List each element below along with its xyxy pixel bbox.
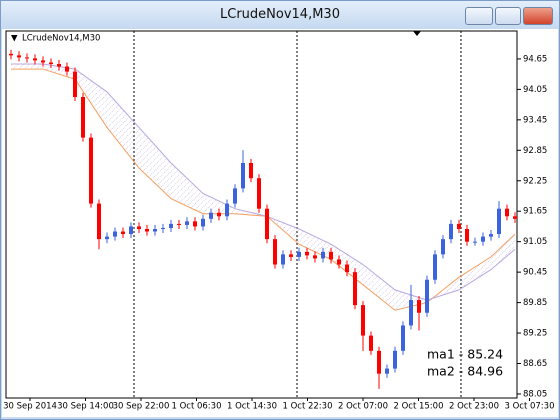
candle-body — [409, 300, 413, 326]
candle-body — [449, 223, 453, 240]
close-button[interactable] — [523, 7, 553, 25]
legend-label: ma1 - 85.24 — [427, 347, 503, 362]
candle-body — [481, 236, 485, 242]
candle-body — [145, 228, 149, 232]
candle-body — [49, 62, 53, 64]
minimize-button[interactable] — [465, 7, 493, 25]
candle-body — [201, 218, 205, 227]
x-tick-label: 3 Oct 07:30 — [504, 402, 554, 412]
candle-body — [105, 236, 109, 240]
candle-body — [497, 208, 501, 235]
candle-body — [121, 231, 125, 235]
candle-body — [225, 203, 229, 217]
candle-body — [369, 335, 373, 351]
x-tick-label: 1 Oct 22:30 — [282, 402, 332, 412]
candle-body — [57, 63, 61, 67]
candle-body — [401, 325, 405, 351]
candle-body — [265, 208, 269, 240]
y-tick-label: 90.45 — [523, 268, 547, 278]
candle-body — [281, 254, 285, 265]
candle-body — [209, 212, 213, 219]
candle-body — [353, 272, 357, 306]
candle-body — [489, 234, 493, 237]
legend-label: ma2 - 84.96 — [427, 364, 503, 379]
candle-body — [185, 221, 189, 225]
candle-body — [153, 228, 157, 232]
candle-body — [377, 350, 381, 374]
candle-body — [433, 254, 437, 280]
window-title: LCrudeNov14,M30 — [220, 7, 340, 22]
y-tick-label: 92.85 — [523, 146, 547, 156]
candle-body — [417, 300, 421, 313]
chart-label: LCrudeNov14,M30 — [22, 34, 100, 44]
candle-body — [241, 162, 245, 189]
candle-body — [193, 221, 197, 227]
candle-body — [169, 223, 173, 228]
y-tick-label: 94.05 — [523, 85, 547, 95]
y-tick-label: 89.85 — [523, 298, 547, 308]
maximize-button[interactable] — [495, 7, 521, 25]
candle-body — [9, 53, 13, 56]
candle-body — [137, 226, 141, 229]
candle-body — [25, 57, 29, 59]
candle-body — [297, 251, 301, 257]
y-tick-label: 88.65 — [523, 359, 547, 369]
x-tick-label: 2 Oct 07:00 — [338, 402, 388, 412]
y-tick-label: 89.25 — [523, 329, 547, 339]
candle-body — [385, 368, 389, 374]
chart: ▼ LCrudeNov14,M30 94.65 94.05 93.45 92.85 92… — [2, 29, 558, 417]
x-tick-label: 1 Oct 06:30 — [171, 402, 221, 412]
shift-marker — [413, 31, 421, 36]
candle-body — [345, 264, 349, 273]
candle-body — [513, 216, 517, 219]
candle-body — [41, 60, 45, 63]
x-tick-label: 1 Oct 14:30 — [227, 402, 277, 412]
candle-body — [473, 241, 477, 243]
candle-body — [233, 188, 237, 204]
title-bar: LCrudeNov14,M30 — [1, 1, 559, 29]
candle-body — [329, 251, 333, 260]
candle-body — [177, 223, 181, 225]
candle-body — [65, 66, 69, 72]
candle-body — [337, 259, 341, 265]
candle-body — [249, 162, 253, 179]
candle-body — [289, 254, 293, 257]
candle-body — [97, 203, 101, 240]
y-tick-label: 93.45 — [523, 115, 547, 125]
candle-body — [113, 231, 117, 237]
y-tick-label: 88.05 — [523, 389, 547, 399]
candle-body — [17, 55, 21, 58]
chart-label: ▼ — [11, 34, 18, 44]
x-tick-label: 2 Oct 23:00 — [449, 402, 499, 412]
candle-body — [273, 239, 277, 265]
candle-body — [313, 255, 317, 259]
candle-body — [89, 137, 93, 204]
candle-body — [321, 251, 325, 259]
y-tick-label: 94.65 — [523, 54, 547, 64]
candle-body — [361, 305, 365, 336]
candle-body — [161, 227, 165, 229]
candle-body — [305, 251, 309, 256]
candle-body — [393, 350, 397, 369]
y-tick-label: 92.25 — [523, 176, 547, 186]
x-tick-label: 30 Sep 22:00 — [113, 402, 170, 412]
y-tick-label: 91.65 — [523, 207, 547, 217]
candle-body — [81, 96, 85, 138]
candle-body — [33, 58, 37, 61]
x-tick-label: 30 Sep 2014 — [3, 402, 57, 412]
candle-body — [73, 71, 77, 97]
x-tick-label: 30 Sep 14:00 — [57, 402, 114, 412]
candle-body — [457, 223, 461, 229]
candle-body — [465, 228, 469, 242]
y-tick-label: 91.05 — [523, 237, 547, 247]
candle-body — [217, 212, 221, 217]
candle-body — [425, 279, 429, 313]
candle-body — [129, 226, 133, 235]
candle-body — [441, 239, 445, 255]
x-tick-label: 2 Oct 15:00 — [393, 402, 443, 412]
candle-body — [505, 208, 509, 217]
candle-body — [257, 178, 261, 209]
